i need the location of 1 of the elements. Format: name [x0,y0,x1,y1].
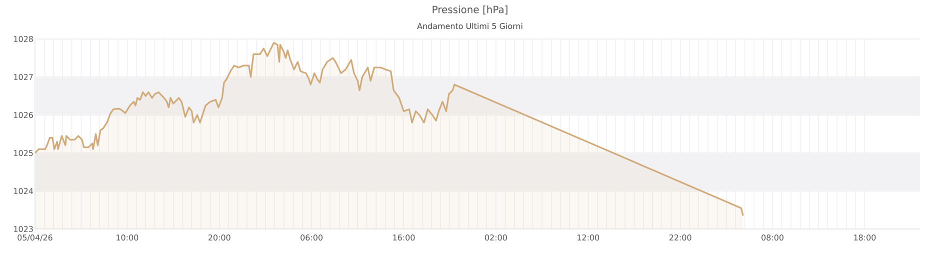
chart-title: Pressione [hPa] [432,6,508,14]
